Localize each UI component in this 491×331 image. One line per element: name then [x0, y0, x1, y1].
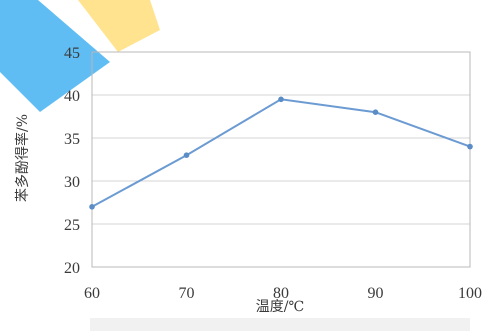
caption-strip [90, 318, 470, 331]
series-line-0 [91, 98, 471, 208]
x-axis-title: 温度/℃ [256, 299, 304, 315]
x-tick-label-100: 100 [458, 285, 482, 302]
x-tick-label-90: 90 [368, 285, 384, 302]
plot-frame [91, 51, 471, 268]
y-axis: 20 25 30 35 40 45 [64, 45, 80, 277]
y-tick-label-30: 30 [64, 174, 80, 191]
y-tick-label-35: 35 [64, 131, 80, 148]
data-point-60 [89, 204, 95, 210]
y-tick-label-25: 25 [64, 217, 80, 234]
data-point-90 [372, 109, 379, 115]
data-point-80 [278, 96, 284, 103]
series [89, 96, 473, 210]
watermark-stripe-yellow [78, 0, 160, 52]
grid [92, 94, 470, 225]
data-point-70 [183, 152, 190, 158]
y-tick-label-45: 45 [64, 45, 80, 62]
data-point-100 [467, 143, 473, 150]
x-tick-label-80: 80 [273, 285, 289, 302]
x-tick-label-60: 60 [84, 285, 100, 302]
y-tick-label-20: 20 [64, 260, 80, 277]
y-axis-title: 苯多酚得率/% [14, 114, 31, 202]
y-tick-label-40: 40 [64, 88, 80, 105]
x-axis: 60 70 80 90 100 [84, 285, 482, 302]
x-tick-label-70: 70 [179, 285, 195, 302]
watermark-stripe-blue [0, 0, 110, 112]
